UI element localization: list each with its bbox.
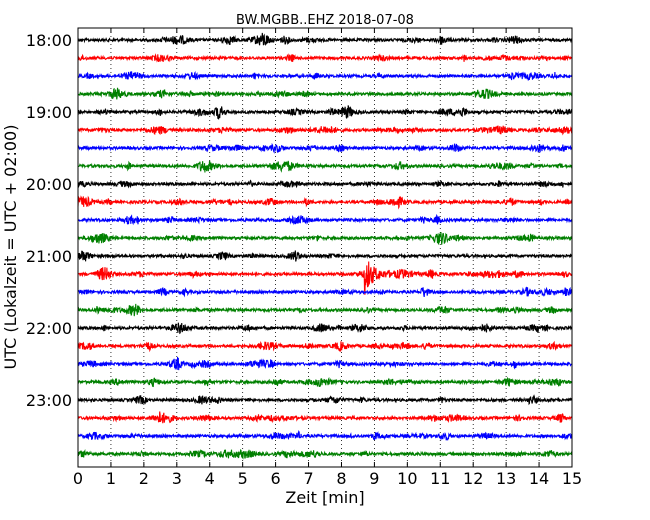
trace-1915 — [77, 125, 573, 136]
trace-2145 — [77, 303, 573, 317]
y-tick-label-3: 21:00 — [26, 247, 72, 266]
trace-1845 — [77, 87, 573, 100]
x-tick-label-6: 6 — [271, 469, 281, 488]
axis-ticks — [77, 28, 573, 467]
x-tick-label-9: 9 — [369, 469, 379, 488]
y-tick-label-0: 18:00 — [26, 31, 72, 50]
x-tick-label-12: 12 — [463, 469, 483, 488]
seismic-traces — [77, 32, 573, 460]
chart-title: BW.MGBB..EHZ 2018-07-08 — [236, 13, 414, 28]
trace-2300 — [77, 394, 573, 406]
y-tick-label-2: 20:00 — [26, 175, 72, 194]
plot-frame — [77, 27, 573, 468]
y-tick-label-5: 23:00 — [26, 391, 72, 410]
x-tick-label-14: 14 — [529, 469, 549, 488]
x-tick-label-8: 8 — [336, 469, 346, 488]
trace-2045 — [77, 232, 573, 245]
trace-1945 — [77, 160, 573, 173]
trace-1815 — [77, 53, 573, 63]
trace-2030 — [77, 213, 573, 226]
trace-1930 — [77, 142, 573, 154]
x-tick-label-2: 2 — [139, 469, 149, 488]
y-tick-label-4: 22:00 — [26, 319, 72, 338]
trace-2245 — [77, 376, 573, 388]
trace-1800 — [77, 32, 573, 46]
trace-1830 — [77, 71, 573, 82]
x-tick-label-11: 11 — [430, 469, 450, 488]
trace-1900 — [77, 105, 573, 120]
trace-2215 — [77, 340, 573, 353]
x-tick-label-10: 10 — [397, 469, 417, 488]
trace-2230 — [77, 357, 573, 371]
trace-2345 — [77, 448, 573, 460]
trace-2100 — [77, 250, 573, 262]
x-tick-label-4: 4 — [205, 469, 215, 488]
x-tick-label-3: 3 — [172, 469, 182, 488]
x-tick-label-5: 5 — [238, 469, 248, 488]
y-tick-label-1: 19:00 — [26, 103, 72, 122]
trace-2200 — [77, 322, 573, 335]
x-tick-label-15: 15 — [562, 469, 582, 488]
y-tick-labels: 18:00 19:00 20:00 21:00 22:00 23:00 — [26, 31, 72, 410]
x-tick-label-1: 1 — [106, 469, 116, 488]
x-tick-label-0: 0 — [73, 469, 83, 488]
y-axis-label: UTC (Lokalzeit = UTC + 02:00) — [1, 125, 20, 370]
trace-2115 — [77, 261, 573, 295]
x-tick-label-7: 7 — [303, 469, 313, 488]
trace-2000 — [77, 179, 573, 189]
trace-2330 — [77, 429, 573, 441]
x-axis-label: Zeit [min] — [285, 488, 364, 507]
x-tick-labels: 0 1 2 3 4 5 6 7 8 9 10 11 12 13 14 15 — [73, 469, 582, 488]
x-tick-label-13: 13 — [496, 469, 516, 488]
trace-2315 — [77, 411, 573, 424]
trace-2130 — [77, 286, 573, 298]
trace-2015 — [77, 195, 573, 210]
